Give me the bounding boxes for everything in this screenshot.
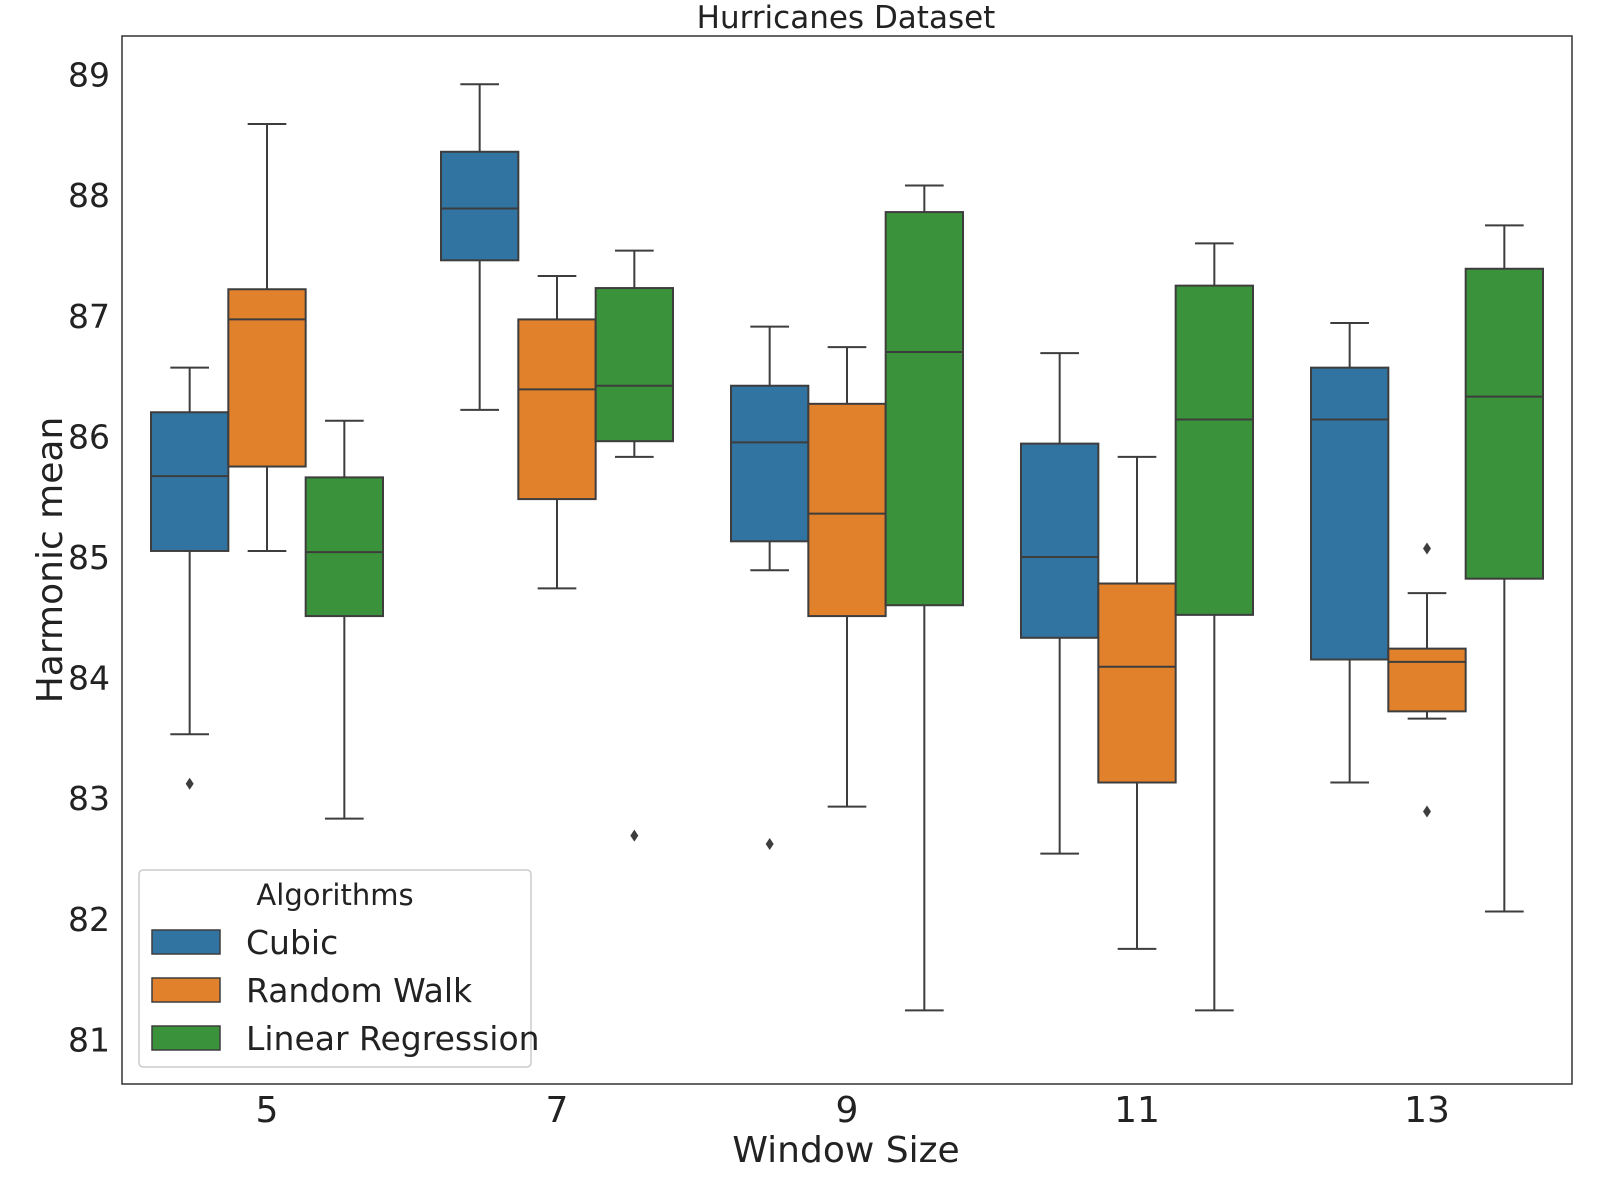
box-random-walk-7: [517, 274, 597, 590]
box-iqr: [1464, 267, 1544, 580]
legend-title: Algorithms: [256, 878, 413, 912]
legend-swatch-cubic: [151, 929, 221, 955]
box-iqr: [1174, 284, 1254, 616]
plot-area: [150, 83, 1544, 1012]
outlier-point: [630, 829, 639, 842]
legend-label-random-walk: Random Walk: [246, 971, 473, 1010]
x-tick-label: 13: [1404, 1090, 1450, 1131]
box-cubic-5: [150, 366, 230, 790]
box-iqr: [1387, 647, 1467, 713]
legend-label-cubic: Cubic: [246, 923, 338, 962]
box-iqr: [807, 402, 887, 618]
y-tick-label: 87: [68, 297, 110, 336]
y-tick-label: 86: [68, 417, 110, 456]
box-linear-regression-9: [884, 184, 965, 1012]
box-cubic-11: [1020, 352, 1100, 855]
box-iqr: [1310, 366, 1390, 661]
box-iqr: [304, 476, 384, 618]
legend-frame: [138, 869, 532, 1068]
box-linear-regression-5: [304, 419, 384, 820]
x-axis-label: Window Size: [732, 1130, 959, 1171]
y-tick-label: 85: [68, 538, 110, 577]
box-random-walk-13: [1387, 542, 1467, 818]
plot-frame: [121, 35, 1573, 1085]
box-random-walk-11: [1097, 455, 1177, 950]
box-linear-regression-13: [1464, 224, 1544, 913]
x-tick-label: 5: [256, 1090, 279, 1131]
y-tick-label: 84: [68, 659, 110, 698]
box-iqr: [150, 411, 230, 552]
y-tick-label: 88: [68, 176, 110, 215]
y-tick-label: 82: [68, 900, 110, 939]
y-tick-label: 89: [68, 56, 110, 95]
y-tick-label: 81: [68, 1020, 110, 1059]
box-random-walk-5: [227, 123, 307, 552]
x-tick-label: 7: [546, 1090, 569, 1131]
x-tick-label: 11: [1114, 1090, 1160, 1131]
legend-swatch-linear-regression: [151, 1025, 221, 1051]
x-tick-label: 9: [836, 1090, 859, 1131]
box-iqr: [517, 318, 597, 501]
y-axis-label: Harmonic mean: [30, 417, 71, 704]
box-iqr: [1097, 582, 1177, 784]
box-iqr: [730, 384, 810, 543]
chart-title: Hurricanes Dataset: [697, 0, 996, 36]
box-iqr: [227, 288, 307, 468]
box-iqr: [440, 150, 520, 262]
box-cubic-9: [730, 325, 810, 851]
legend-label-linear-regression: Linear Regression: [246, 1019, 540, 1058]
box-iqr: [1020, 442, 1100, 639]
legend-swatch-random-walk: [151, 977, 221, 1003]
outlier-point: [185, 777, 194, 790]
outlier-point: [1423, 805, 1431, 818]
axes: 81 82 83 84 85 86 87 88 89 5 7 9 11 13: [68, 56, 1450, 1131]
box-linear-regression-7: [594, 249, 675, 842]
outlier-point: [765, 838, 774, 851]
box-iqr: [594, 287, 675, 443]
legend: Algorithms Cubic Random Walk Linear Regres…: [138, 869, 540, 1068]
y-tick-label: 83: [68, 779, 110, 818]
box-iqr: [884, 211, 965, 607]
box-cubic-13: [1310, 322, 1390, 784]
box-cubic-7: [440, 83, 520, 411]
box-linear-regression-11: [1174, 242, 1254, 1012]
outlier-point: [1423, 542, 1431, 555]
box-random-walk-9: [807, 346, 887, 808]
